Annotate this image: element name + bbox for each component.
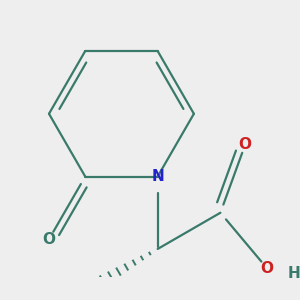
Text: H: H	[287, 266, 300, 280]
Text: O: O	[239, 137, 252, 152]
Text: O: O	[43, 232, 56, 247]
Text: O: O	[260, 261, 274, 276]
Text: N: N	[151, 169, 164, 184]
